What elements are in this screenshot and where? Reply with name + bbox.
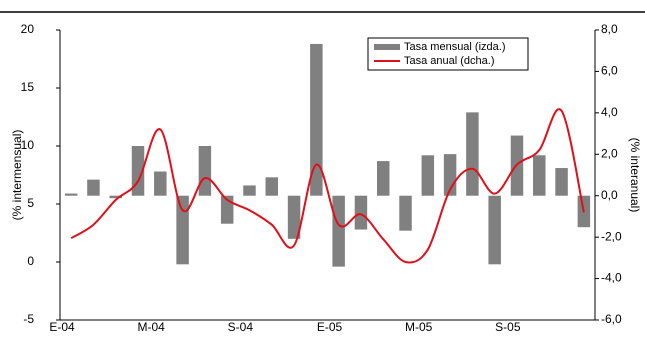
legend-label: Tasa anual (dcha.) [404, 55, 495, 67]
bar [421, 155, 435, 196]
y-axis-label: (% intermensual) [10, 130, 24, 221]
y2-tick-label: 0,0 [601, 188, 618, 202]
bar [287, 195, 301, 239]
y2-tick-label: -2,0 [601, 229, 622, 243]
legend-swatch [374, 44, 400, 50]
bar [87, 179, 100, 196]
bar [332, 195, 345, 267]
x-tick-label: M-05 [405, 320, 433, 334]
bar [64, 193, 78, 196]
y-tick-label: 20 [21, 22, 35, 36]
legend-label: Tasa mensual (izda.) [404, 41, 506, 53]
x-tick-label: M-04 [137, 320, 165, 334]
bar [466, 112, 479, 196]
y2-tick-label: 4,0 [601, 105, 618, 119]
bar [198, 146, 212, 196]
bar [354, 195, 368, 230]
y-tick-label: 15 [21, 80, 35, 94]
legend-box [367, 37, 529, 71]
y2-tick-label: -4,0 [601, 271, 622, 285]
bar [154, 171, 167, 196]
y2-tick-label: -6,0 [601, 312, 622, 326]
y-tick-label: 10 [21, 138, 35, 152]
x-tick-label: E-05 [317, 320, 343, 334]
line [70, 108, 585, 264]
x-tick-label: E-04 [49, 320, 75, 334]
bar [243, 185, 256, 196]
bar [109, 195, 122, 199]
bar [265, 177, 279, 196]
x-tick-label: S-04 [228, 320, 254, 334]
x-tick-label: S-05 [495, 320, 521, 334]
y2-axis-label: (% interanual) [628, 138, 642, 213]
bar [488, 195, 501, 265]
y2-tick-label: 2,0 [601, 146, 618, 160]
bar [376, 161, 390, 196]
bar [555, 168, 568, 196]
y-tick-label: -5 [23, 312, 34, 326]
bar [533, 155, 546, 196]
y-tick-label: 0 [27, 254, 34, 268]
y-tick-label: 5 [27, 196, 34, 210]
y2-tick-label: 6,0 [601, 64, 618, 78]
y2-tick-label: 8,0 [601, 22, 618, 36]
bar [310, 43, 323, 196]
bar [399, 195, 412, 231]
bar [131, 146, 145, 196]
bar [176, 195, 189, 265]
